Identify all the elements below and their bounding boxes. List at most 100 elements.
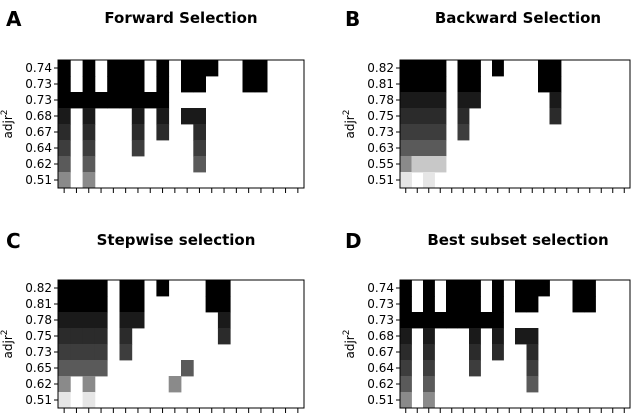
heatmap-cell bbox=[94, 296, 108, 313]
heatmap-cell bbox=[584, 280, 596, 297]
heatmap-cell bbox=[119, 296, 133, 313]
y-tick-label: 0.81 bbox=[25, 297, 52, 311]
y-axis-label: adjr2 bbox=[342, 110, 357, 139]
y-tick-label: 0.64 bbox=[25, 141, 52, 155]
heatmap-cell bbox=[446, 296, 458, 313]
heatmap-cell bbox=[584, 296, 596, 313]
heatmap-cell bbox=[538, 60, 550, 77]
heatmap-cell bbox=[526, 344, 539, 361]
heatmap-cell bbox=[457, 76, 470, 93]
heatmap-cell bbox=[82, 296, 96, 313]
panel-letter: D bbox=[345, 229, 362, 253]
heatmap-cell bbox=[119, 344, 133, 361]
heatmap-cell bbox=[205, 60, 219, 77]
heatmap-cell bbox=[193, 140, 206, 157]
heatmap-cell bbox=[181, 60, 194, 77]
heatmap-cell bbox=[423, 296, 435, 313]
heatmap-cell bbox=[572, 296, 585, 313]
heatmap-cell bbox=[434, 92, 447, 109]
heatmap-cell bbox=[538, 76, 550, 93]
heatmap-cell bbox=[156, 280, 170, 297]
heatmap-cell bbox=[411, 312, 424, 329]
heatmap-cell bbox=[58, 156, 71, 173]
heatmap-cell bbox=[526, 328, 539, 345]
heatmap-cell bbox=[82, 172, 96, 189]
heatmap-cell bbox=[168, 376, 182, 393]
heatmap-cell bbox=[58, 76, 71, 93]
heatmap-cell bbox=[423, 312, 435, 329]
heatmap-cell bbox=[119, 280, 133, 297]
heatmap-cell bbox=[70, 296, 83, 313]
y-tick-label: 0.73 bbox=[25, 93, 52, 107]
heatmap-cell bbox=[58, 392, 71, 409]
heatmap-cell bbox=[58, 376, 71, 393]
heatmap-cell bbox=[515, 280, 527, 297]
heatmap-cell bbox=[119, 76, 133, 93]
heatmap-cell bbox=[457, 60, 470, 77]
heatmap-cell bbox=[82, 92, 96, 109]
y-tick-label: 0.67 bbox=[367, 345, 394, 359]
heatmap-cell bbox=[156, 108, 170, 125]
heatmap-cell bbox=[58, 172, 71, 189]
heatmap-cell bbox=[94, 280, 108, 297]
plot-frame bbox=[399, 279, 631, 409]
heatmap-cell bbox=[131, 92, 145, 109]
y-tick-label: 0.62 bbox=[25, 377, 52, 391]
heatmap-cell bbox=[58, 60, 71, 77]
y-tick-label: 0.75 bbox=[367, 109, 394, 123]
y-tick-label: 0.51 bbox=[25, 393, 52, 407]
heatmap-cell bbox=[423, 392, 435, 409]
heatmap-cell bbox=[181, 108, 194, 125]
heatmap-cell bbox=[70, 92, 83, 109]
heatmap-cell bbox=[400, 296, 412, 313]
y-tick-label: 0.64 bbox=[367, 361, 394, 375]
y-tick-label: 0.51 bbox=[367, 393, 394, 407]
heatmap-cell bbox=[411, 108, 424, 125]
heatmap-cell bbox=[492, 312, 504, 329]
heatmap-cell bbox=[457, 312, 470, 329]
heatmap-cell bbox=[400, 392, 412, 409]
heatmap-cell bbox=[131, 124, 145, 141]
heatmap-cell bbox=[469, 312, 481, 329]
heatmap-cell bbox=[400, 76, 412, 93]
heatmap-cell bbox=[411, 124, 424, 141]
y-tick-label: 0.51 bbox=[25, 173, 52, 187]
heatmap-cell bbox=[434, 140, 447, 157]
panel-title: Stepwise selection bbox=[97, 231, 256, 249]
heatmap-cell bbox=[82, 140, 96, 157]
y-tick-label: 0.68 bbox=[25, 109, 52, 123]
heatmap-cell bbox=[515, 328, 527, 345]
heatmap-cell bbox=[131, 296, 145, 313]
heatmap-cell bbox=[156, 92, 170, 109]
heatmap-cell bbox=[423, 60, 435, 77]
y-tick-label: 0.62 bbox=[25, 157, 52, 171]
heatmap-cell bbox=[492, 60, 504, 77]
heatmap-cell bbox=[70, 344, 83, 361]
heatmap-cell bbox=[82, 312, 96, 329]
heatmap-cell bbox=[82, 360, 96, 377]
heatmap-cell bbox=[400, 360, 412, 377]
heatmap-cell bbox=[156, 60, 170, 77]
heatmap-cell bbox=[434, 108, 447, 125]
heatmap-cell bbox=[144, 92, 157, 109]
heatmap-cell bbox=[193, 124, 206, 141]
heatmap-cell bbox=[411, 140, 424, 157]
heatmap-cell bbox=[217, 280, 231, 297]
heatmap-cell bbox=[107, 76, 120, 93]
heatmap-cell bbox=[156, 124, 170, 141]
heatmap-cell bbox=[94, 328, 108, 345]
heatmap-cell bbox=[423, 360, 435, 377]
heatmap-cell bbox=[434, 156, 447, 173]
panel-title: Backward Selection bbox=[435, 9, 601, 27]
heatmap-cell bbox=[526, 280, 539, 297]
heatmap-cell bbox=[423, 76, 435, 93]
y-tick-label: 0.62 bbox=[367, 377, 394, 391]
heatmap-cell bbox=[94, 92, 108, 109]
y-tick-label: 0.65 bbox=[25, 361, 52, 375]
y-tick-label: 0.74 bbox=[367, 281, 394, 295]
heatmap-cell bbox=[492, 280, 504, 297]
heatmap-cell bbox=[423, 92, 435, 109]
heatmap-cell bbox=[469, 60, 481, 77]
heatmap-cell bbox=[423, 108, 435, 125]
